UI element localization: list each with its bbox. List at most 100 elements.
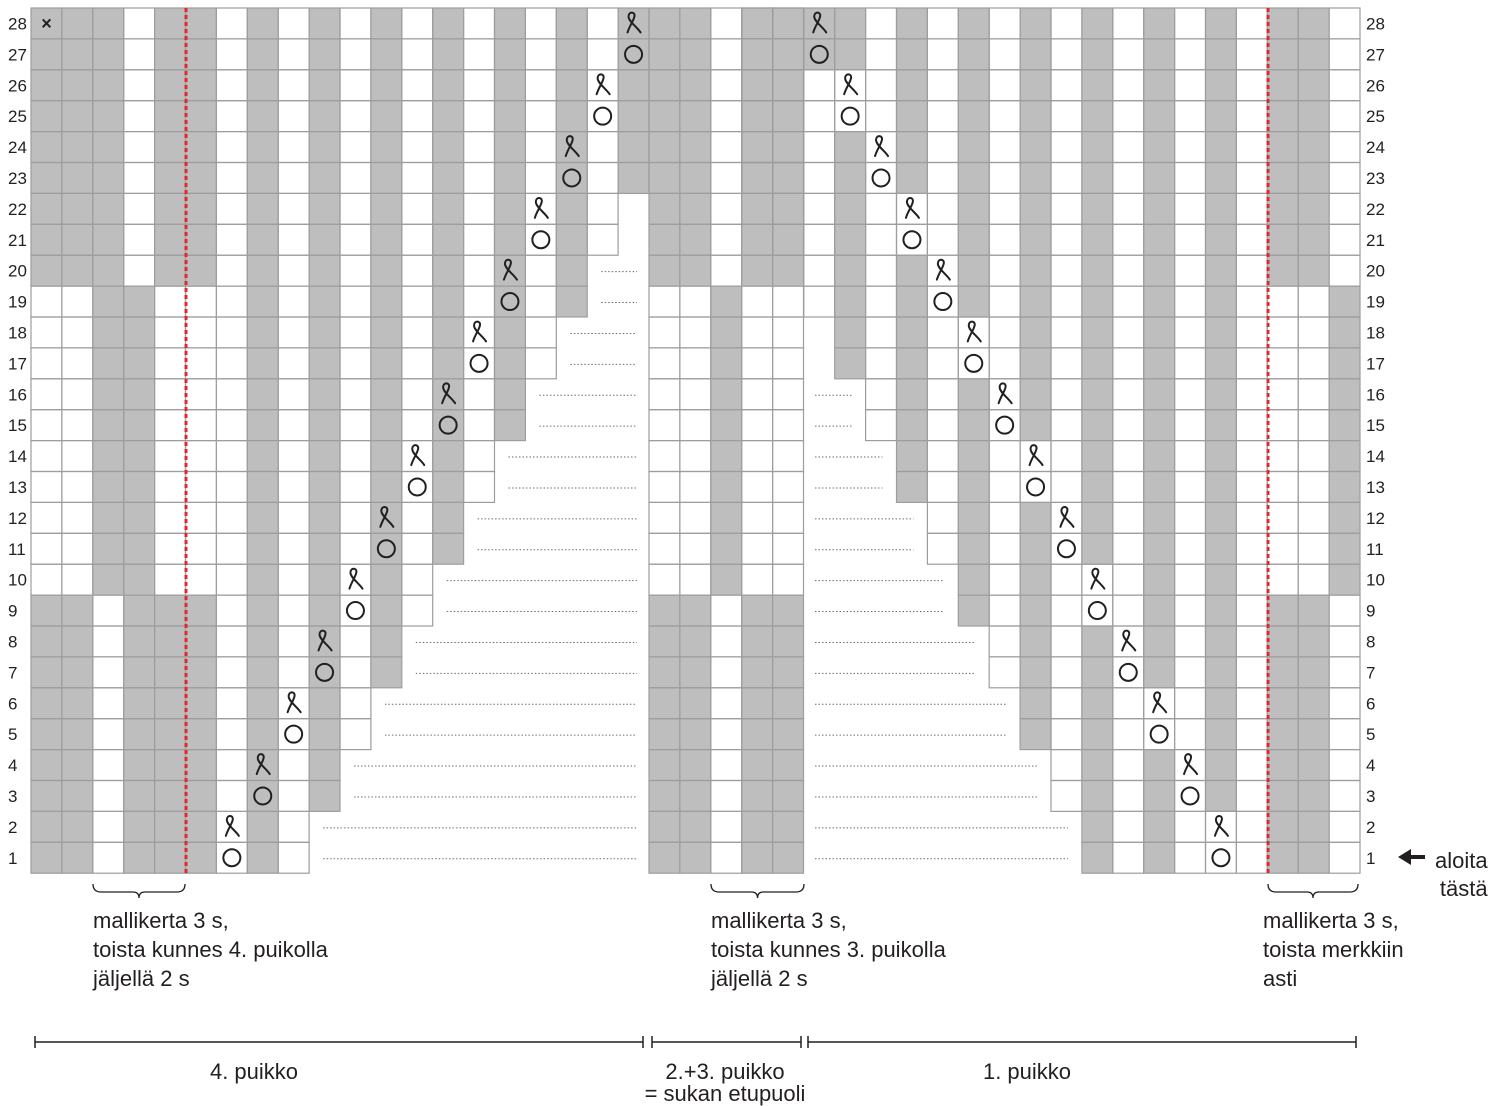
grid-cell [339,718,372,751]
grid-cell [803,69,836,102]
shaded-cell [1143,842,1175,874]
yarn-over-symbol [995,415,1015,435]
twisted-stitch-symbol [472,320,488,343]
shaded-cell [92,69,124,101]
twisted-stitch-symbol [1121,629,1137,652]
grid-cell [741,7,774,40]
grid-cell [1173,409,1207,442]
twisted-stitch-symbol [1152,691,1168,714]
grid-cell [864,254,898,287]
shaded-cell [1329,317,1360,348]
shaded-cell [185,162,217,194]
twisted-stitch-symbol [379,505,395,528]
grid-cell [1112,841,1145,874]
yarn-over-symbol [438,415,458,435]
grid-cell [803,161,836,194]
stitch-symbols: × [41,11,1231,868]
grid-cell [864,285,898,318]
shaded-cell [309,502,340,534]
grid-cell [277,347,310,380]
row-number-right: 25 [1366,107,1385,126]
shaded-cell [31,842,62,874]
shaded-cell [309,749,340,781]
shaded-cell [1143,780,1175,812]
shaded-cell [896,162,928,194]
needle-2-3-label: 2.+3. puikko = sukan etupuoli [644,1059,806,1106]
grid-cell [1328,38,1361,71]
grid-cell [710,594,743,627]
shaded-cell [370,224,402,256]
shaded-cell [896,8,928,39]
grid-cell [339,440,372,473]
twisted-stitch-symbol [1059,505,1075,528]
row-number-left: 19 [8,293,27,312]
shaded-cell [556,69,588,101]
grid-cell [339,161,372,194]
grid-cell [123,131,156,164]
shaded-cell [710,286,742,317]
shaded-cell [772,656,804,688]
shaded-cell [61,193,93,225]
grid-cell [339,7,372,40]
grid-cell [215,7,248,40]
shaded-cell [1081,656,1113,688]
shaded-cell [154,749,186,781]
grid-cell [401,316,434,349]
grid-cell [339,69,372,102]
shaded-cell [1081,224,1113,256]
shaded-cell [958,564,990,596]
shaded-cell [92,162,124,194]
grid-cell [401,470,434,503]
grid-cell [524,7,557,40]
twisted-stitch-symbol [317,629,333,652]
shaded-cell [61,595,93,626]
shaded-cell [834,131,866,163]
row-number-right: 24 [1366,138,1385,157]
shaded-cell [185,687,217,719]
shaded-cell [834,8,866,39]
grid-cell [926,69,959,102]
shaded-cell [61,69,93,101]
shaded-cell [741,780,773,812]
grid-cell [1235,440,1268,473]
shaded-cell [185,255,217,287]
twisted-stitch-symbol [966,320,982,343]
grid-cell [1050,38,1083,71]
shaded-cell [1143,69,1175,101]
grid-cell [1235,810,1268,843]
grid-cell [1112,347,1145,380]
shaded-cell [92,286,124,317]
twisted-stitch-symbol [1183,753,1199,776]
grid-cell [1050,347,1083,380]
row-number-right: 23 [1366,169,1385,188]
grid-cell [463,192,496,225]
row-number-left: 8 [8,632,17,651]
shaded-cell [123,317,155,348]
shaded-cell [432,224,464,256]
grid-cell [154,409,187,442]
shaded-cell [1020,131,1051,163]
shaded-cell [741,224,773,256]
shaded-cell [1081,8,1113,39]
grid-cell [741,347,774,380]
shaded-cell [432,255,464,287]
shaded-cell [432,131,464,163]
shaded-cell [772,842,804,874]
shaded-cell [185,656,217,688]
grid-cell [926,532,959,565]
shaded-cell [896,471,928,503]
grid-cell [926,316,959,349]
shaded-cell [1298,595,1330,626]
grid-cell [1173,563,1207,596]
shaded-cell [247,131,279,163]
twisted-stitch-symbol [874,135,890,158]
grid-cell [92,718,125,751]
shaded-cell [679,626,711,657]
grid-cell [1112,378,1145,411]
shaded-cell [649,193,680,225]
shaded-cell [1143,656,1175,688]
shaded-cell [1298,842,1330,874]
grid-cell [463,100,496,133]
shaded-cell [432,533,464,565]
shaded-cell [1143,471,1175,503]
